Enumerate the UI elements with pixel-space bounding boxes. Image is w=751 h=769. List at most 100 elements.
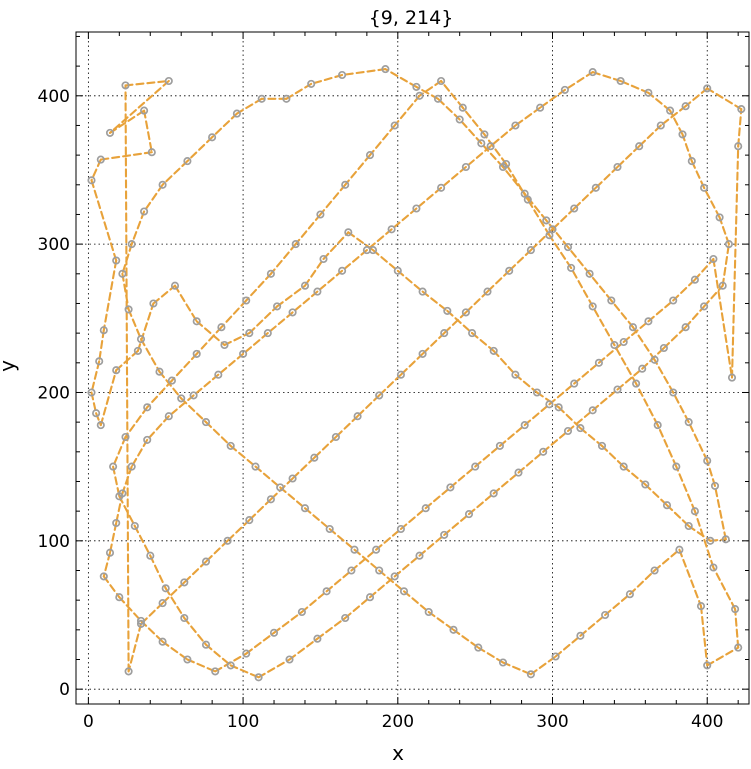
data-point xyxy=(192,349,201,358)
tour-segment xyxy=(591,388,619,412)
tour-segment xyxy=(130,210,146,246)
tour-segment xyxy=(285,82,313,100)
data-point xyxy=(455,115,464,124)
data-point xyxy=(690,507,699,516)
data-point xyxy=(424,607,433,617)
tour-segment xyxy=(161,640,189,661)
data-point xyxy=(164,412,173,421)
tour-segment xyxy=(622,320,650,344)
tour-segment xyxy=(539,88,566,109)
axis-ticks: 0 100 200 300 400 0 100 200 300 400 xyxy=(38,32,749,732)
tour-segment xyxy=(424,486,452,510)
y-tick-label: 300 xyxy=(38,235,70,255)
y-tick-label: 200 xyxy=(38,383,70,403)
data-point xyxy=(164,76,173,86)
data-point xyxy=(576,631,585,640)
tour-segment xyxy=(678,548,703,608)
data-point xyxy=(158,637,167,646)
tour-segment xyxy=(242,332,269,355)
data-point xyxy=(291,240,300,249)
data-point xyxy=(180,578,189,587)
tour-segment xyxy=(461,106,486,136)
data-point xyxy=(127,240,136,249)
data-point xyxy=(734,643,743,652)
tour-segment xyxy=(300,590,328,614)
data-point xyxy=(105,128,115,137)
tour-segment xyxy=(272,610,303,634)
data-point xyxy=(143,403,152,412)
data-point xyxy=(681,323,690,332)
tour-segment xyxy=(713,484,727,541)
data-point xyxy=(300,504,310,513)
data-point xyxy=(239,349,248,358)
data-point xyxy=(511,370,520,379)
tour-segment xyxy=(195,326,223,355)
tour-segment xyxy=(665,504,690,528)
data-point xyxy=(641,480,650,489)
data-point xyxy=(483,287,492,296)
data-point xyxy=(158,180,167,189)
data-point xyxy=(619,462,628,471)
tour-segment xyxy=(480,142,505,169)
data-point xyxy=(282,94,291,103)
tour-segment xyxy=(288,637,319,661)
tour-segment xyxy=(108,79,170,134)
tour-segment xyxy=(604,593,631,617)
data-point xyxy=(396,370,405,379)
data-point xyxy=(684,418,693,427)
data-point xyxy=(362,246,371,255)
tour-segment xyxy=(303,507,331,531)
tour-segment xyxy=(464,290,489,314)
tour-segment xyxy=(316,616,347,640)
data-point xyxy=(99,572,108,581)
data-point xyxy=(201,557,211,566)
tour-segment xyxy=(557,406,582,430)
data-point xyxy=(563,426,573,436)
tour-series xyxy=(90,68,743,679)
tour-segment xyxy=(573,186,597,210)
tour-segment xyxy=(143,183,164,213)
data-point xyxy=(418,349,427,358)
tour-segment xyxy=(356,394,381,418)
data-point xyxy=(545,400,554,409)
data-point xyxy=(724,240,733,249)
x-tick-label: 400 xyxy=(691,712,723,732)
data-point xyxy=(396,524,405,534)
data-point xyxy=(214,370,223,379)
tour-segment xyxy=(687,421,709,462)
data-point xyxy=(140,106,149,115)
data-point xyxy=(121,432,130,442)
data-point xyxy=(709,254,718,264)
tour-segment xyxy=(588,272,613,302)
data-point xyxy=(201,418,211,427)
x-axis-title: x xyxy=(392,741,404,765)
data-point xyxy=(130,521,139,531)
tour-segment xyxy=(467,492,495,516)
data-point xyxy=(715,213,724,222)
x-tick-label: 100 xyxy=(227,712,259,732)
data-point xyxy=(489,346,498,355)
tour-segment xyxy=(687,524,712,542)
tour-segment xyxy=(653,358,675,394)
data-point xyxy=(133,346,142,355)
tour-segment xyxy=(545,219,570,249)
data-point xyxy=(96,421,105,430)
data-point xyxy=(625,590,634,599)
tour-segment xyxy=(464,145,492,169)
tour-segment xyxy=(121,272,130,311)
tour-segment xyxy=(226,519,251,542)
data-point xyxy=(721,535,730,544)
data-point xyxy=(341,180,350,189)
data-point xyxy=(548,225,557,234)
data-point xyxy=(257,94,266,103)
data-point xyxy=(567,263,576,272)
tour-segment xyxy=(579,613,607,637)
data-point xyxy=(338,266,347,275)
data-point xyxy=(170,281,180,290)
tour-segment xyxy=(99,369,118,427)
tour-segment xyxy=(294,213,322,246)
data-point xyxy=(727,373,737,382)
data-point xyxy=(149,299,158,308)
data-point xyxy=(687,157,696,166)
data-point xyxy=(140,207,149,216)
